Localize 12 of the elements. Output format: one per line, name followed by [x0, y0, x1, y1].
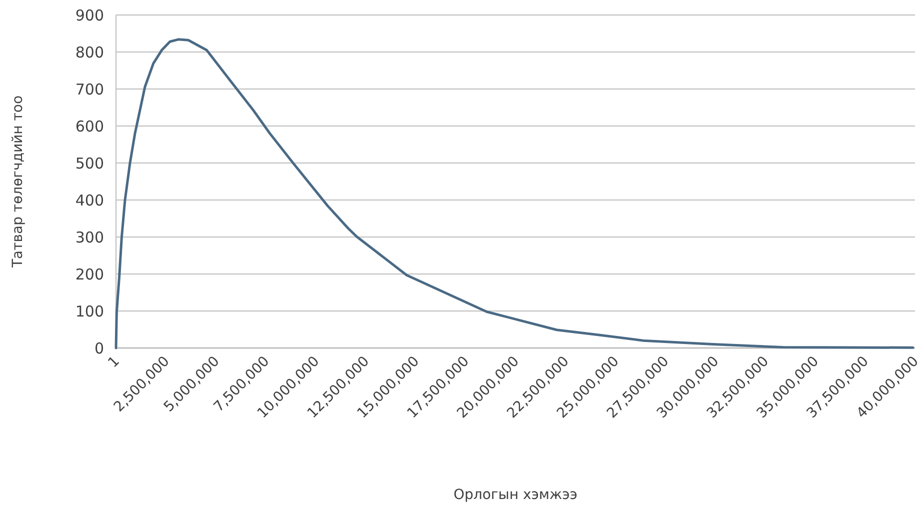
y-tick-label: 600: [75, 117, 104, 136]
y-tick-label: 800: [75, 43, 104, 62]
y-tick-label: 400: [75, 191, 104, 210]
y-tick-label: 300: [75, 228, 104, 246]
y-tick-label: 900: [75, 6, 104, 24]
y-tick-label: 500: [75, 154, 104, 172]
y-tick-label: 700: [75, 80, 104, 98]
y-axis-title: Татвар төлөгчдийн тоо: [10, 95, 26, 269]
y-tick-label: 200: [75, 265, 104, 284]
x-axis-title: Орлогын хэмжээ: [454, 487, 578, 503]
y-tick-label: 100: [75, 302, 104, 320]
y-tick-label: 0: [94, 339, 104, 358]
